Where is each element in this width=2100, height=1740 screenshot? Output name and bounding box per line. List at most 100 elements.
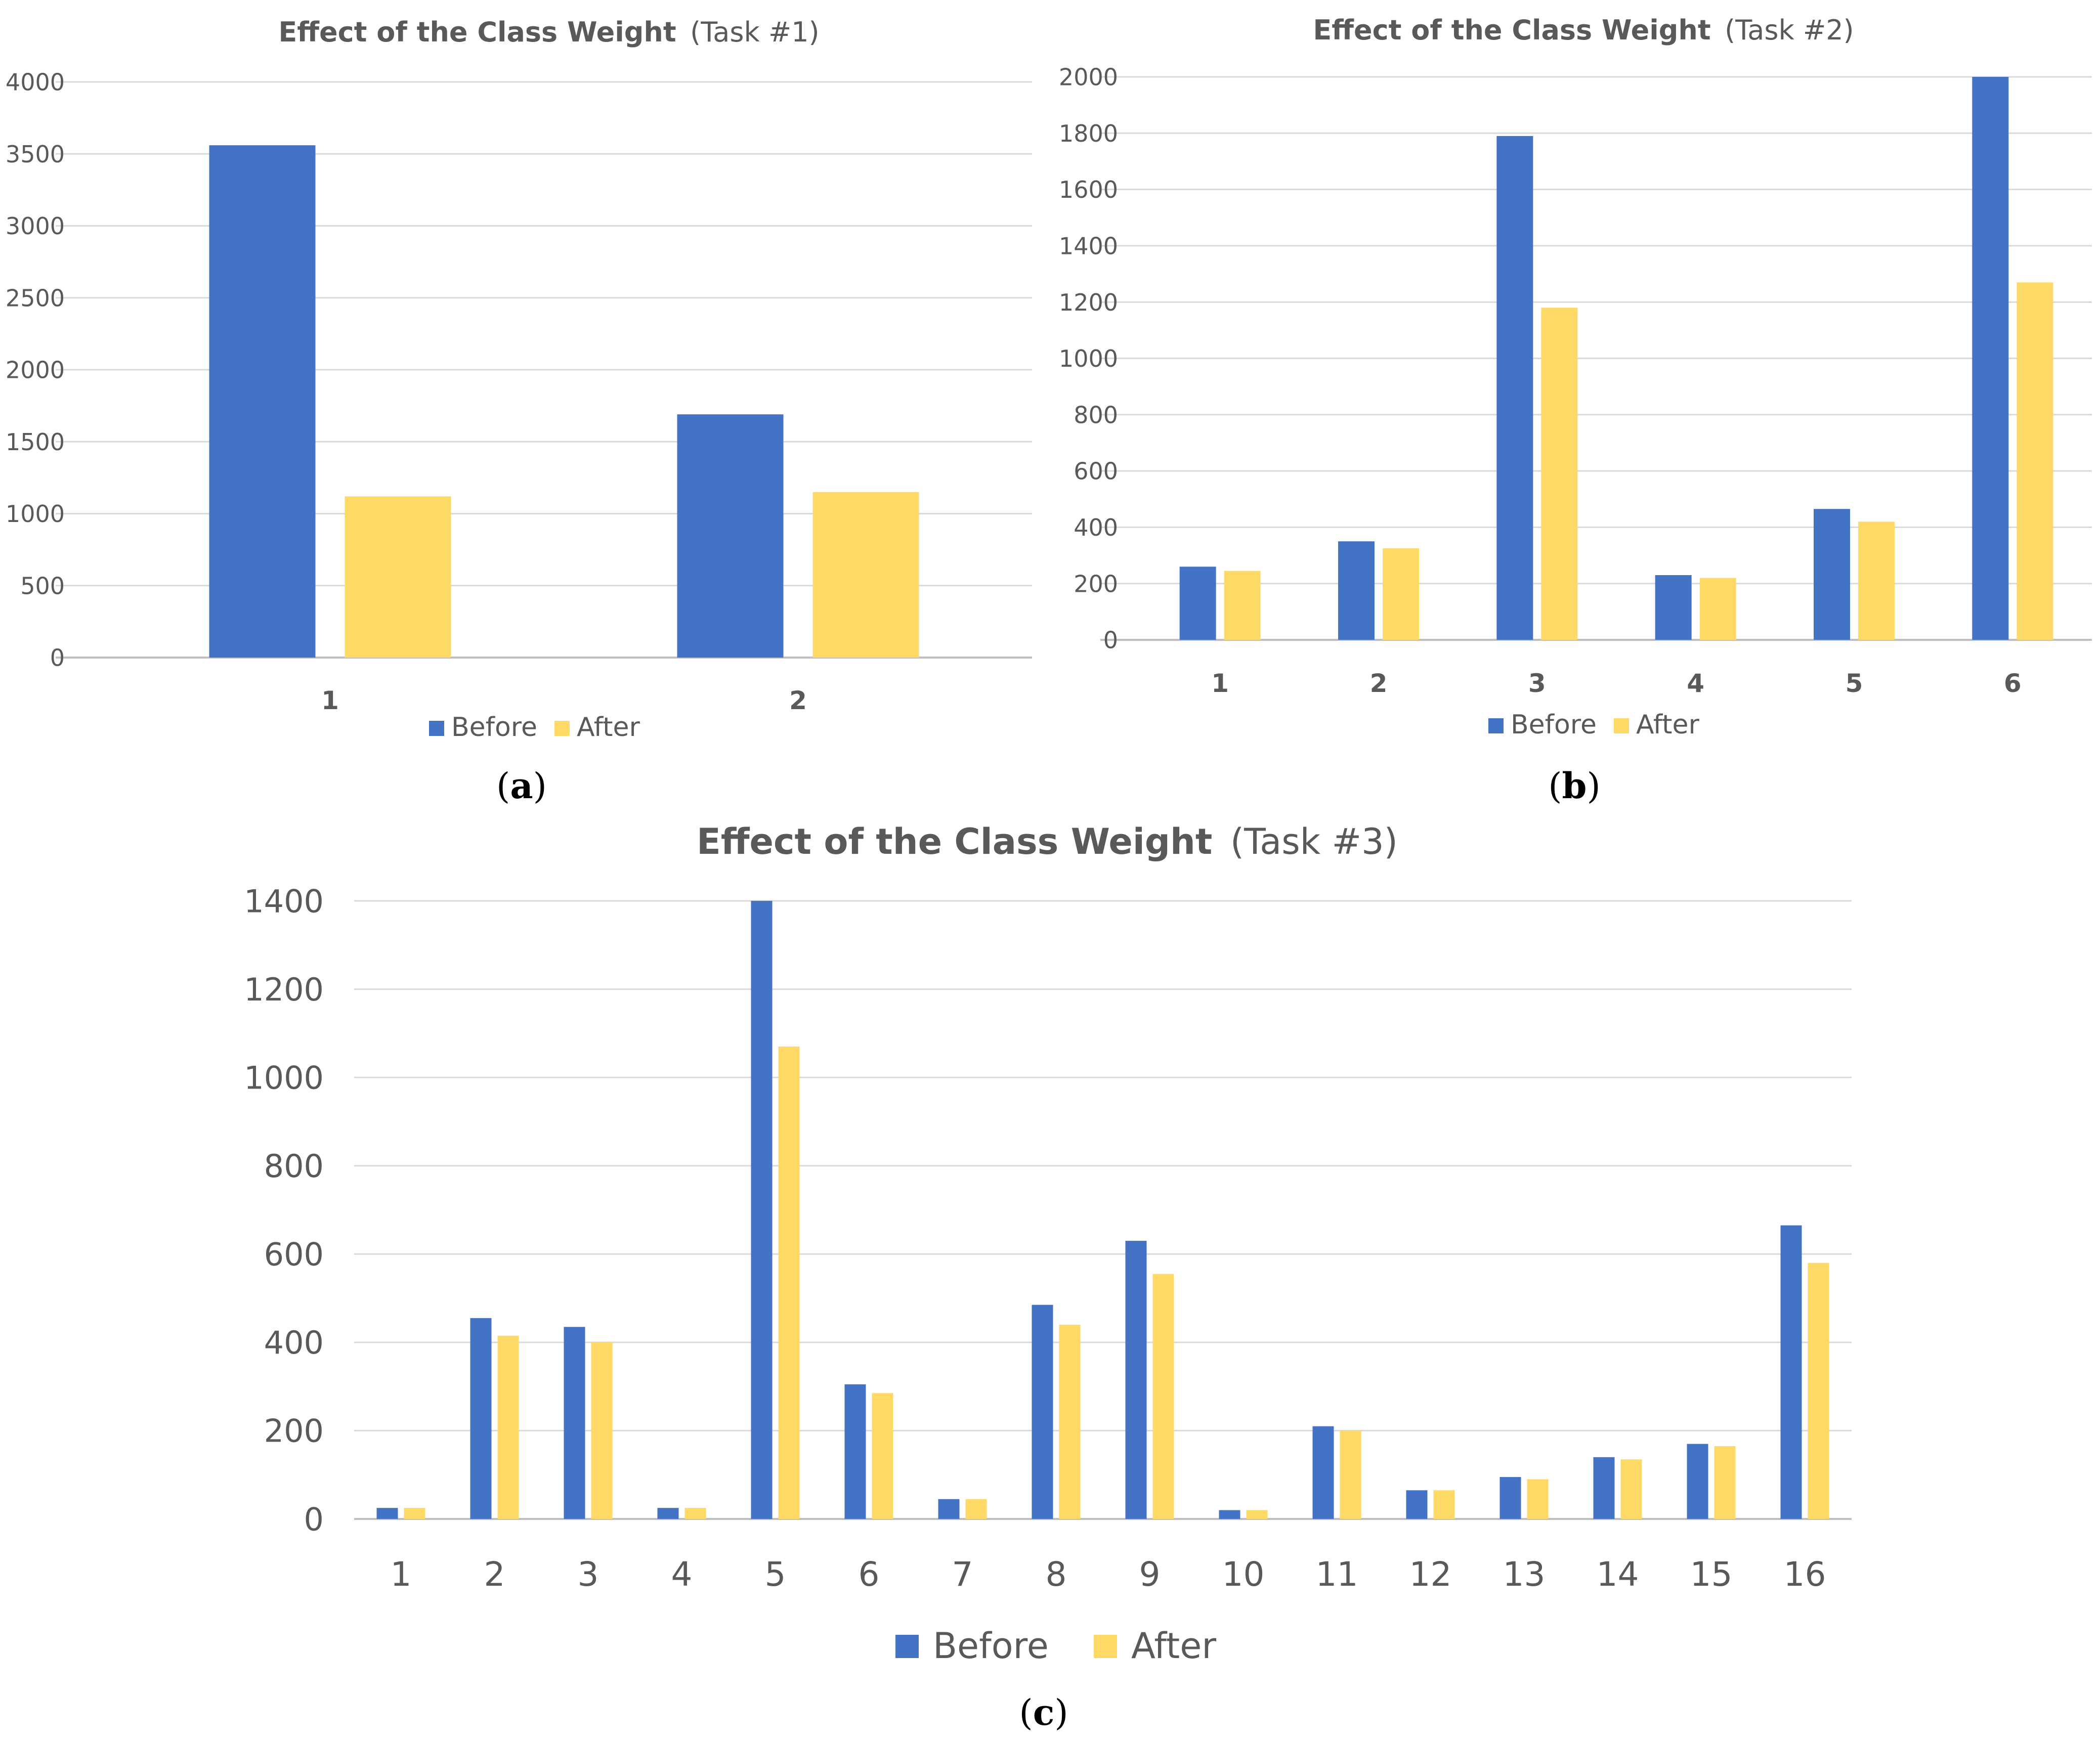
x-tick-label: 7 (952, 1555, 973, 1594)
x-tick-label: 3 (578, 1555, 599, 1594)
y-tick-label: 1000 (244, 1059, 324, 1096)
x-tick-label: 2 (789, 686, 807, 715)
legend-before-swatch (429, 721, 444, 736)
x-tick-label: 5 (765, 1555, 786, 1594)
bar-after-14 (1620, 1459, 1642, 1519)
chart-title: Effect of the Class Weight (Task #1) (278, 16, 819, 48)
bar-before-6 (844, 1384, 866, 1519)
y-tick-label: 600 (1074, 458, 1118, 485)
bars (1179, 77, 2053, 640)
bar-before-16 (1780, 1225, 1802, 1519)
y-tick-label: 0 (1103, 627, 1118, 654)
x-tick-label: 6 (859, 1555, 880, 1594)
panel-label-letter: b (1562, 765, 1587, 807)
x-axis-ticks: 1 2 3 4 5 6 7 8 9 10 11 12 13 14 15 16 (391, 1555, 1826, 1594)
y-tick-label: 2000 (6, 357, 65, 384)
bar-before-6 (1972, 77, 2009, 640)
bar-after-13 (1527, 1479, 1549, 1519)
x-tick-label: 9 (1139, 1555, 1161, 1594)
bar-after-16 (1808, 1263, 1829, 1519)
bar-after-8 (1059, 1324, 1081, 1519)
bar-before-1 (209, 145, 316, 658)
y-tick-label: 1600 (1059, 176, 1118, 203)
bar-after-3 (1541, 308, 1578, 640)
y-tick-label: 1500 (6, 428, 65, 456)
bar-after-9 (1152, 1274, 1174, 1519)
legend-before-label: Before (1511, 710, 1597, 740)
bar-before-3 (564, 1327, 585, 1519)
bar-after-4 (1699, 578, 1736, 640)
x-tick-label: 14 (1597, 1555, 1639, 1594)
x-tick-label: 1 (391, 1555, 412, 1594)
x-tick-label: 6 (2004, 669, 2022, 698)
legend-after-swatch (554, 721, 570, 736)
x-tick-label: 2 (1370, 669, 1388, 698)
panel-label-letter: a (510, 765, 533, 807)
legend-after-label: After (1131, 1625, 1216, 1667)
chart-title-rest: (Task #1) (690, 16, 819, 48)
legend-before-label: Before (451, 712, 537, 743)
y-tick-label: 400 (264, 1324, 324, 1361)
y-axis-ticks: 0 500 1000 1500 2000 2500 3000 3500 4000 (6, 69, 65, 672)
bar-after-2 (1383, 548, 1419, 640)
x-tick-label: 16 (1784, 1555, 1826, 1594)
bar-before-5 (751, 901, 773, 1519)
bar-before-4 (657, 1508, 679, 1519)
y-tick-label: 1000 (1059, 345, 1118, 372)
panel-label: (b) (1548, 765, 1601, 807)
y-tick-label: 2000 (1059, 64, 1118, 91)
bar-after-11 (1340, 1430, 1361, 1519)
y-tick-label: 1000 (6, 500, 65, 528)
chart-title-rest: (Task #3) (1230, 821, 1398, 862)
chart-task-2: Effect of the Class Weight (Task #2) 0 20… (1059, 14, 2092, 807)
x-tick-label: 12 (1409, 1555, 1452, 1594)
legend-before-swatch (1488, 718, 1504, 733)
legend-after-swatch (1094, 1635, 1117, 1658)
y-tick-label: 200 (264, 1413, 324, 1450)
bar-before-15 (1687, 1444, 1708, 1519)
y-tick-label: 500 (20, 572, 65, 599)
bar-before-5 (1814, 509, 1850, 640)
legend-before-swatch (895, 1635, 919, 1658)
chart-title-bold: Effect of the Class Weight (278, 16, 676, 48)
chart-title: Effect of the Class Weight (Task #3) (697, 821, 1398, 862)
y-tick-label: 0 (50, 644, 65, 672)
gridlines (1100, 76, 2092, 641)
y-tick-label: 1800 (1059, 120, 1118, 147)
bars (209, 145, 919, 658)
bar-before-2 (677, 414, 784, 658)
y-tick-label: 600 (264, 1236, 324, 1273)
y-tick-label: 400 (1074, 514, 1118, 541)
bar-before-1 (376, 1508, 398, 1519)
panel-label: (c) (1019, 1691, 1068, 1733)
legend-after-swatch (1614, 718, 1629, 733)
y-tick-label: 2500 (6, 284, 65, 312)
bar-before-3 (1496, 136, 1533, 640)
panel-label: (a) (496, 765, 547, 807)
y-axis-ticks: 0 200 400 600 800 1000 1200 1400 (244, 883, 324, 1538)
y-tick-label: 1400 (1059, 232, 1118, 259)
chart-title-rest: (Task #2) (1725, 14, 1854, 46)
chart-task-3: Effect of the Class Weight (Task #3) 0 20… (244, 821, 1852, 1733)
bar-before-11 (1312, 1426, 1334, 1519)
bar-before-8 (1032, 1304, 1053, 1519)
legend-after-label: After (1636, 710, 1699, 740)
y-tick-label: 0 (304, 1501, 324, 1538)
y-tick-label: 3500 (6, 141, 65, 168)
bar-before-7 (938, 1499, 960, 1519)
legend: Before After (429, 712, 640, 743)
legend-before-label: Before (933, 1625, 1049, 1667)
chart-title: Effect of the Class Weight (Task #2) (1313, 14, 1854, 46)
bar-after-1 (1224, 571, 1261, 640)
x-tick-label: 1 (321, 686, 339, 715)
bar-before-12 (1406, 1490, 1428, 1519)
bar-before-2 (470, 1318, 492, 1519)
bar-before-13 (1499, 1477, 1521, 1519)
bar-before-4 (1655, 575, 1692, 640)
bar-after-5 (778, 1047, 800, 1519)
y-tick-label: 3000 (6, 212, 65, 240)
bar-after-1 (345, 496, 451, 658)
x-tick-label: 3 (1528, 669, 1546, 698)
